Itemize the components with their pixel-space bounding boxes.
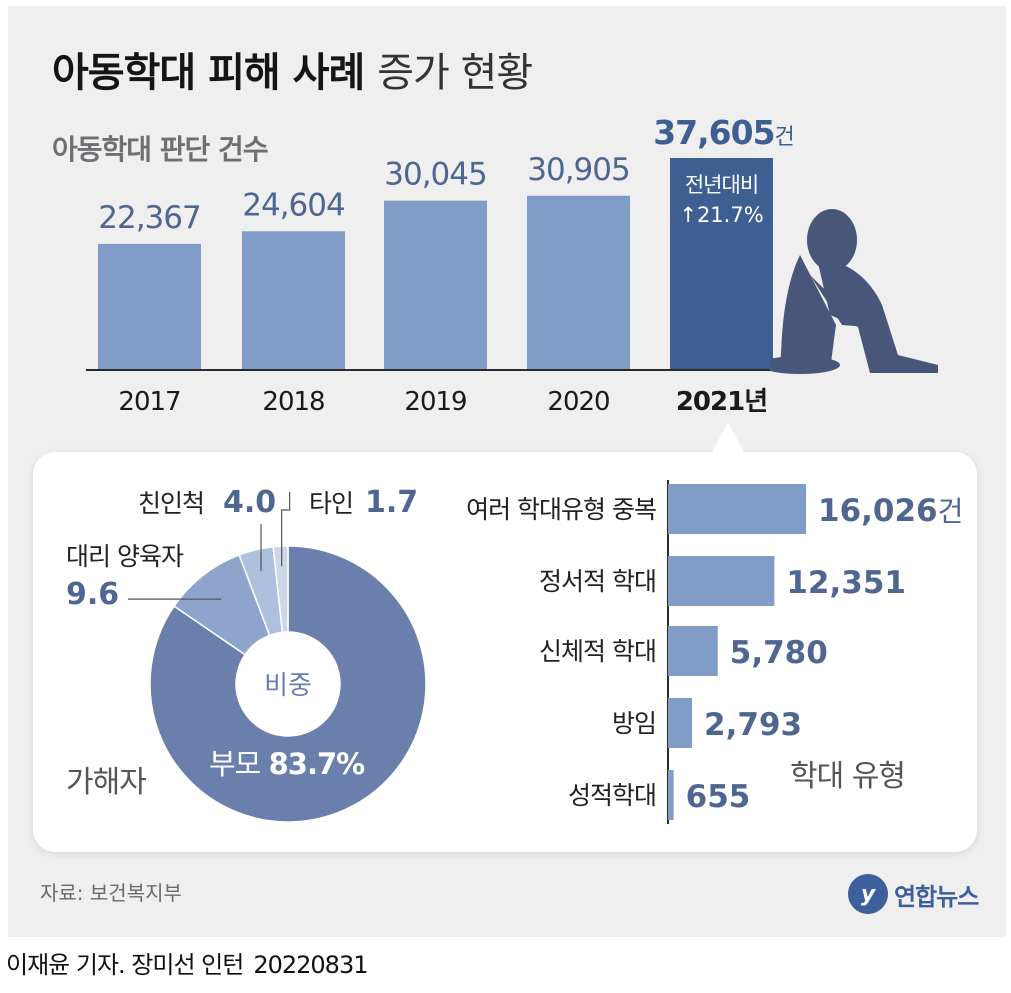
hbar-category-여러 학대유형 중복: 여러 학대유형 중복 <box>466 495 656 524</box>
yearly-bar-chart: 22,367 2017 24,604 2018 30,045 2019 30,905 2020… <box>86 113 795 417</box>
slice-value-대리 양육자: 9.6 <box>66 577 119 612</box>
yonhap-logo: y 연합뉴스 <box>848 872 979 916</box>
child-silhouette-icon <box>770 209 938 374</box>
category-label-2019: 2019 <box>404 387 466 417</box>
slice-value-타인: 1.7 <box>365 485 418 520</box>
hbar-방임 <box>668 698 693 748</box>
slice-label-부모: 부모 83.7% <box>209 747 365 781</box>
value-label-2018: 24,604 <box>242 187 344 223</box>
hbar-여러 학대유형 중복 <box>668 484 806 534</box>
highlight-label-line1: 전년대비 <box>685 173 758 197</box>
hbar-정서적 학대 <box>668 556 775 606</box>
slice-부모 <box>149 545 427 823</box>
hbar-성적학대 <box>668 770 674 820</box>
slice-타인 <box>272 545 289 634</box>
slice-value-친인척: 4.0 <box>223 485 276 520</box>
hbar-value-정서적 학대: 12,351 <box>786 565 906 601</box>
leader-line-타인 <box>281 492 291 567</box>
category-label-2017: 2017 <box>118 387 180 417</box>
bar-2019 <box>384 200 487 370</box>
byline: 이재윤 기자. 장미선 인턴 20220831 <box>6 945 368 980</box>
highlight-label-line2: ↑21.7% <box>679 203 763 227</box>
page-title: 아동학대 피해 사례 증가 현황 <box>52 40 533 98</box>
bar-chart-subtitle: 아동학대 판단 건수 <box>52 133 269 166</box>
bar-2020 <box>527 195 630 370</box>
hbar-신체적 학대 <box>668 626 718 676</box>
byline-date: 20220831 <box>253 951 368 979</box>
bar-2021년 <box>670 158 773 370</box>
value-label-2019: 30,045 <box>384 157 486 193</box>
slice-name-친인척: 친인척 <box>138 489 204 518</box>
category-label-2021년: 2021년 <box>676 387 767 417</box>
hbar-value-방임: 2,793 <box>704 707 802 743</box>
hbar-value-신체적 학대: 5,780 <box>730 635 828 671</box>
hbar-value-성적학대: 655 <box>686 779 751 815</box>
byline-authors: 이재윤 기자. 장미선 인턴 <box>6 951 244 979</box>
bar-2017 <box>98 243 201 370</box>
slice-name-대리 양육자: 대리 양육자 <box>66 542 184 571</box>
value-label-2021년: 37,605건 <box>653 113 794 152</box>
hbar-category-성적학대: 성적학대 <box>568 781 656 810</box>
title-light: 증가 현황 <box>377 50 533 96</box>
callout-pointer <box>708 422 748 460</box>
slice-name-타인: 타인 <box>309 489 353 518</box>
logo-text: 연합뉴스 <box>894 882 979 911</box>
value-label-2020: 30,905 <box>527 152 629 188</box>
bar-2018 <box>242 231 345 370</box>
category-label-2020: 2020 <box>547 387 609 417</box>
donut-center-label: 비중 <box>264 671 312 701</box>
hbar-category-정서적 학대: 정서적 학대 <box>539 567 656 596</box>
source-note: 자료: 보건복지부 <box>40 881 182 905</box>
hbar-title: 학대 유형 <box>790 759 905 794</box>
hbar-value-여러 학대유형 중복: 16,026건 <box>818 493 963 529</box>
donut-title: 가해자 <box>66 765 146 800</box>
hbar-category-신체적 학대: 신체적 학대 <box>539 637 656 666</box>
yonhap-logo-icon: y <box>848 874 888 914</box>
title-bold: 아동학대 피해 사례 <box>52 50 365 96</box>
value-label-2017: 22,367 <box>98 200 200 236</box>
category-label-2018: 2018 <box>262 387 324 417</box>
hbar-category-방임: 방임 <box>612 709 656 738</box>
